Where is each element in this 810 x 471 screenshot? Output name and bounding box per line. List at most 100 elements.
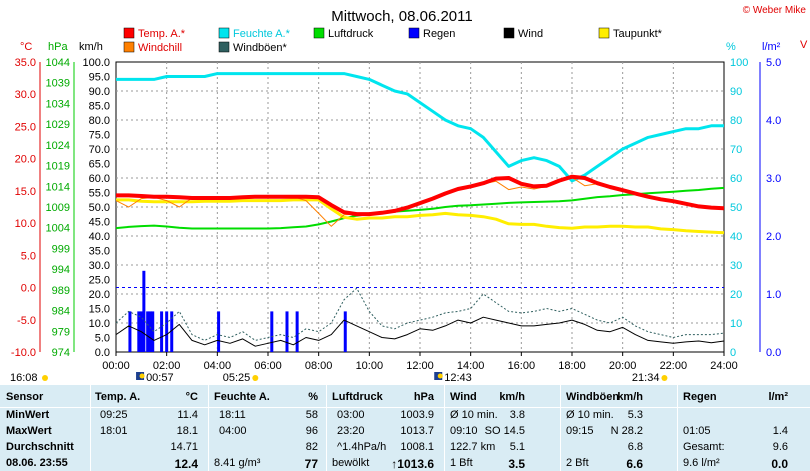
table-cell: bewölkt bbox=[332, 457, 370, 469]
table-header: Luftdruck bbox=[332, 391, 383, 403]
wind-tick-label: 20.0 bbox=[89, 289, 110, 301]
rain-bar bbox=[160, 311, 164, 352]
rain-bar bbox=[165, 311, 169, 352]
temp-unit-label: °C bbox=[20, 41, 32, 53]
hum-tick-label: 70 bbox=[730, 144, 742, 156]
table-cell: 18:01 bbox=[100, 425, 128, 437]
table-cell: Ø 10 min. bbox=[450, 409, 498, 421]
legend-swatch bbox=[218, 27, 230, 39]
table-cell: Gesamt: bbox=[683, 441, 725, 453]
press-tick-label: 1029 bbox=[46, 119, 70, 131]
rain-bar bbox=[142, 270, 146, 352]
table-header: Regen bbox=[683, 391, 717, 403]
sun-event-label: 05:25 bbox=[223, 372, 251, 384]
press-tick-label: 999 bbox=[52, 243, 70, 255]
table-value: 5.1 bbox=[509, 441, 525, 453]
rain-tick-label: 1.0 bbox=[766, 289, 781, 301]
rain-tick-label: 0.0 bbox=[766, 347, 781, 359]
legend-swatch bbox=[123, 27, 135, 39]
press-tick-label: 979 bbox=[52, 326, 70, 338]
series-line-windb-en bbox=[115, 287, 725, 341]
wind-tick-label: 85.0 bbox=[89, 101, 110, 113]
press-tick-label: 989 bbox=[52, 285, 70, 297]
table-header: Feuchte A. bbox=[214, 391, 270, 403]
table-divider bbox=[326, 385, 327, 471]
hum-tick-label: 100 bbox=[730, 57, 748, 69]
table-value: 96 bbox=[305, 425, 318, 437]
table-value: 82 bbox=[305, 441, 318, 453]
rain-bar bbox=[137, 311, 141, 352]
table-header-sensor: Sensor bbox=[6, 391, 44, 403]
table-header: Temp. A. bbox=[95, 391, 141, 403]
x-tick-label: 24:00 bbox=[710, 360, 738, 372]
weather-chart: Mittwoch, 08.06.2011 © Weber Mike Temp. … bbox=[10, 5, 808, 384]
x-tick-label: 18:00 bbox=[558, 360, 586, 372]
chart-grid bbox=[115, 61, 725, 353]
wind-tick-label: 55.0 bbox=[89, 188, 110, 200]
moon-phase-icon bbox=[139, 373, 145, 379]
table-value: 6.8 bbox=[627, 441, 643, 453]
x-tick-label: 22:00 bbox=[660, 360, 688, 372]
table-value: 6.6 bbox=[626, 457, 643, 471]
hum-unit-label: % bbox=[726, 41, 736, 53]
press-tick-label: 1014 bbox=[46, 181, 70, 193]
chart-axes: -10.0 -5.0 0.0 5.0 10.0 15.0 20.0 25.0 30.0 35.0 9… bbox=[11, 57, 781, 359]
rain-tick-label: 2.0 bbox=[766, 231, 781, 243]
x-tick-label: 20:00 bbox=[609, 360, 637, 372]
legend-label: Regen bbox=[423, 28, 455, 40]
chart-title: Mittwoch, 08.06.2011 bbox=[331, 8, 472, 25]
table-value: 58 bbox=[305, 409, 318, 421]
table-value: 5.3 bbox=[627, 409, 643, 421]
table-cell: 8.41 g/m³ bbox=[214, 457, 261, 469]
legend-label: Feuchte A.* bbox=[233, 28, 291, 40]
rain-bar bbox=[128, 311, 132, 352]
table-value: 1008.1 bbox=[400, 441, 434, 453]
sun-moon-events: 16:08 00:57 05:25 12:43 21:34 bbox=[10, 372, 668, 384]
hum-tick-label: 0 bbox=[730, 347, 736, 359]
table-cell: ^1.4hPa/h bbox=[337, 441, 387, 453]
rain-bar bbox=[151, 311, 155, 352]
press-unit-label: hPa bbox=[48, 41, 68, 53]
table-row-label: 08.06. 23:55 bbox=[6, 457, 68, 469]
table-divider bbox=[0, 407, 810, 408]
chart-series bbox=[115, 72, 725, 347]
rain-bar bbox=[170, 311, 174, 352]
series-line-taupunkt bbox=[116, 198, 725, 235]
table-value: 14.71 bbox=[170, 441, 198, 453]
rain-bar bbox=[146, 311, 150, 352]
table-cell: 01:05 bbox=[683, 425, 711, 437]
series-line-temp-a bbox=[116, 174, 725, 217]
table-header-unit: °C bbox=[185, 391, 198, 403]
table-row-label: MinWert bbox=[6, 409, 50, 421]
legend-label: Temp. A.* bbox=[138, 28, 186, 40]
hum-tick-label: 60 bbox=[730, 173, 742, 185]
temp-tick-label: 20.0 bbox=[15, 154, 36, 166]
legend-label: Windchill bbox=[138, 42, 182, 54]
press-tick-label: 1044 bbox=[46, 57, 70, 69]
rain-tick-label: 3.0 bbox=[766, 173, 781, 185]
press-tick-label: 994 bbox=[52, 264, 70, 276]
table-cell: 23:20 bbox=[337, 425, 365, 437]
table-value: 1003.9 bbox=[400, 409, 434, 421]
table-header-unit: km/h bbox=[499, 391, 525, 403]
table-cell: 9.6 l/m² bbox=[683, 457, 720, 469]
sun-icon bbox=[661, 375, 668, 381]
chart-legend: Temp. A.* Feuchte A.* Luftdruck Regen Wind Ta… bbox=[123, 27, 663, 54]
press-tick-label: 984 bbox=[52, 306, 70, 318]
table-value: 1013.7 bbox=[400, 425, 434, 437]
x-tick-label: 12:00 bbox=[406, 360, 434, 372]
table-divider bbox=[444, 385, 445, 471]
legend-swatch bbox=[123, 41, 135, 53]
x-tick-label: 10:00 bbox=[356, 360, 384, 372]
x-tick-label: 16:00 bbox=[508, 360, 536, 372]
temp-tick-label: -5.0 bbox=[17, 315, 36, 327]
wind-tick-label: 10.0 bbox=[89, 318, 110, 330]
table-divider bbox=[208, 385, 209, 471]
table-cell: 2 Bft bbox=[566, 457, 589, 469]
x-axis-ticks: 00:00 02:00 04:00 06:00 08:00 10:00 12:00 14:00… bbox=[102, 352, 738, 372]
sun-icon bbox=[42, 375, 48, 381]
series-line-luftdruck bbox=[115, 186, 725, 230]
legend-swatch bbox=[313, 27, 325, 39]
table-header: Wind bbox=[450, 391, 477, 403]
x-tick-label: 08:00 bbox=[305, 360, 333, 372]
